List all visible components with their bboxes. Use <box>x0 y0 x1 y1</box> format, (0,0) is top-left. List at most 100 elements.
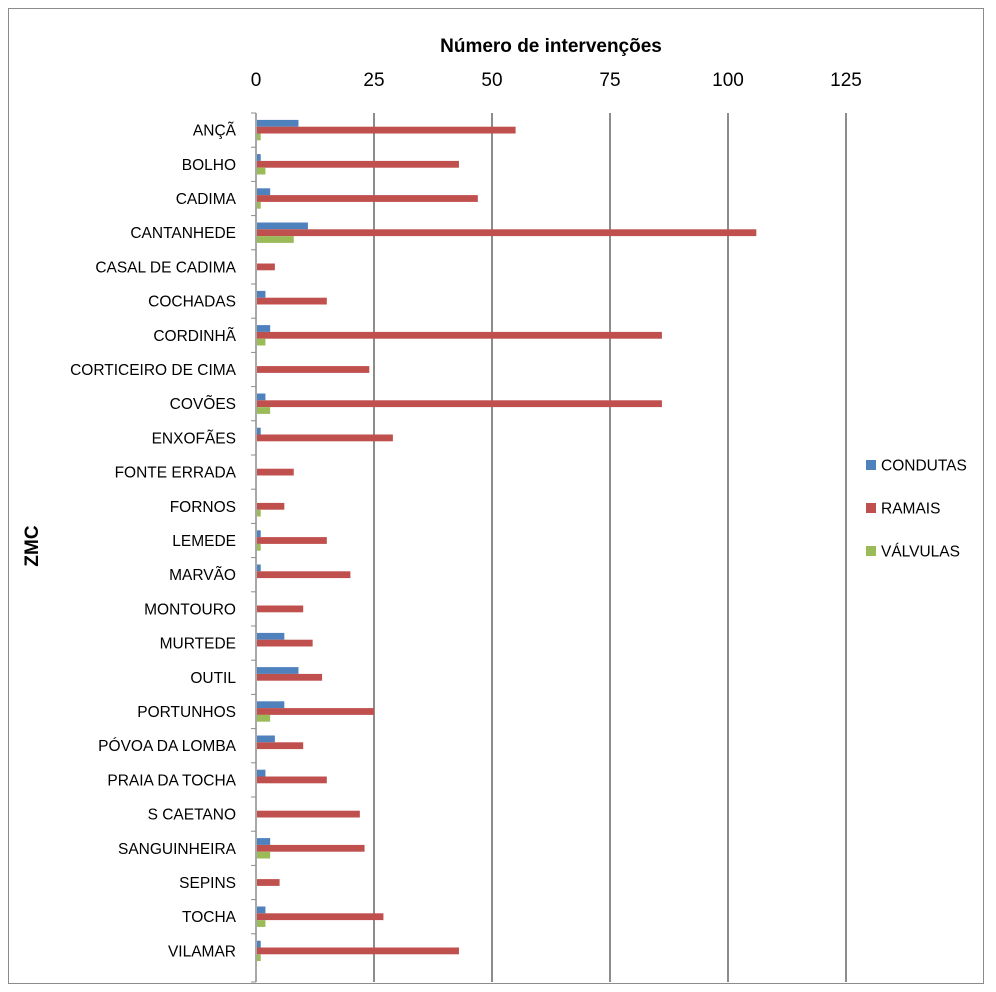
bar-ramais-9 <box>257 434 393 442</box>
bar-ramais-3 <box>257 229 757 237</box>
legend-label: RAMAIS <box>881 501 940 518</box>
bar-condutas-2 <box>257 188 271 196</box>
bar-condutas-17 <box>257 701 285 709</box>
category-label: BOLHO <box>182 157 236 174</box>
category-label: SEPINS <box>179 875 236 892</box>
chart-area <box>8 8 984 984</box>
legend: CONDUTAS RAMAIS VÁLVULAS <box>866 458 967 561</box>
x-tick-label: 0 <box>251 70 262 91</box>
legend-swatch <box>866 546 876 556</box>
category-label: ANÇÃ <box>193 123 237 140</box>
bar-vlvulas-6 <box>257 338 266 346</box>
x-tick-label: 125 <box>830 70 862 91</box>
bar-condutas-0 <box>257 119 299 127</box>
bar-ramais-2 <box>257 195 478 202</box>
x-tick-label: 25 <box>363 70 384 91</box>
category-label: PORTUNHOS <box>137 704 236 721</box>
bar-ramais-4 <box>257 263 275 271</box>
bar-ramais-22 <box>257 879 280 886</box>
x-tick-label: 75 <box>599 70 620 91</box>
bar-ramais-16 <box>257 673 323 681</box>
bar-ramais-5 <box>257 297 327 305</box>
category-label: MONTOURO <box>144 601 236 618</box>
legend-label: VÁLVULAS <box>881 544 960 561</box>
category-label: OUTIL <box>190 670 236 687</box>
bar-vlvulas-24 <box>257 954 261 962</box>
bar-ramais-19 <box>257 776 327 784</box>
bar-condutas-3 <box>257 222 308 230</box>
bar-ramais-24 <box>257 947 459 955</box>
category-label: MURTEDE <box>160 636 236 653</box>
bar-ramais-0 <box>257 126 516 134</box>
bar-ramais-20 <box>257 810 360 818</box>
category-label: FORNOS <box>170 499 236 516</box>
bar-ramais-21 <box>257 844 365 852</box>
bar-condutas-12 <box>257 530 261 538</box>
bar-ramais-11 <box>257 502 285 510</box>
bar-vlvulas-11 <box>257 509 261 517</box>
bar-condutas-8 <box>257 393 266 401</box>
category-label: FONTE ERRADA <box>115 465 237 482</box>
bar-ramais-13 <box>257 571 351 579</box>
x-tick-label: 50 <box>481 70 502 91</box>
category-label: SANGUINHEIRA <box>118 841 237 858</box>
bar-vlvulas-21 <box>257 851 271 859</box>
bar-condutas-1 <box>257 154 261 161</box>
bar-ramais-14 <box>257 605 304 613</box>
legend-swatch <box>866 460 876 470</box>
category-label: COCHADAS <box>148 294 236 311</box>
bar-vlvulas-12 <box>257 543 261 551</box>
bar-ramais-8 <box>257 400 662 408</box>
bar-ramais-23 <box>257 913 384 921</box>
category-label: ENXOFÃES <box>152 430 236 447</box>
bar-condutas-16 <box>257 667 299 674</box>
category-label: VILAMAR <box>168 943 236 960</box>
x-axis-title: Número de intervenções <box>440 36 662 57</box>
category-label: COVÕES <box>170 396 236 413</box>
bar-vlvulas-0 <box>257 133 261 141</box>
bar-condutas-24 <box>257 940 261 948</box>
category-label: PRAIA DA TOCHA <box>107 772 236 789</box>
bar-vlvulas-2 <box>257 201 261 209</box>
bar-ramais-17 <box>257 708 374 715</box>
bar-vlvulas-8 <box>257 407 271 414</box>
bar-ramais-7 <box>257 366 370 373</box>
bar-vlvulas-17 <box>257 714 271 722</box>
bar-condutas-13 <box>257 564 261 572</box>
category-label: CASAL DE CADIMA <box>95 259 236 276</box>
bar-ramais-12 <box>257 537 327 544</box>
category-label: PÓVOA DA LOMBA <box>98 738 236 755</box>
bar-condutas-9 <box>257 427 261 435</box>
bar-condutas-6 <box>257 325 271 332</box>
y-axis-title: ZMC <box>22 525 43 566</box>
bar-vlvulas-23 <box>257 920 266 927</box>
bar-ramais-18 <box>257 742 304 750</box>
category-label: CORDINHÃ <box>153 328 236 345</box>
bars <box>257 119 757 962</box>
legend-swatch <box>866 503 876 513</box>
category-label: CADIMA <box>176 191 237 208</box>
bar-vlvulas-1 <box>257 167 266 175</box>
bar-ramais-1 <box>257 160 459 168</box>
category-label: CORTICEIRO DE CIMA <box>70 362 237 379</box>
bar-condutas-23 <box>257 906 266 914</box>
x-tick-label: 100 <box>712 70 744 91</box>
bar-ramais-10 <box>257 468 294 476</box>
bar-condutas-15 <box>257 632 285 640</box>
category-axis: ANÇÃ BOLHO CADIMA CANTANHEDE CASAL DE CADIMA… <box>70 112 257 983</box>
x-axis-ticks: 0 25 50 75 100 125 <box>251 70 862 91</box>
category-label: MARVÃO <box>169 567 236 584</box>
bar-condutas-19 <box>257 769 266 777</box>
bar-condutas-18 <box>257 735 275 743</box>
bar-vlvulas-3 <box>257 236 294 243</box>
legend-label: CONDUTAS <box>881 458 967 475</box>
category-label: TOCHA <box>182 909 237 926</box>
gridlines <box>373 113 847 982</box>
bar-condutas-21 <box>257 838 271 845</box>
bar-condutas-5 <box>257 290 266 298</box>
bar-ramais-6 <box>257 331 662 339</box>
bar-ramais-15 <box>257 639 313 647</box>
category-label: S CAETANO <box>148 807 236 824</box>
category-label: CANTANHEDE <box>130 225 236 242</box>
